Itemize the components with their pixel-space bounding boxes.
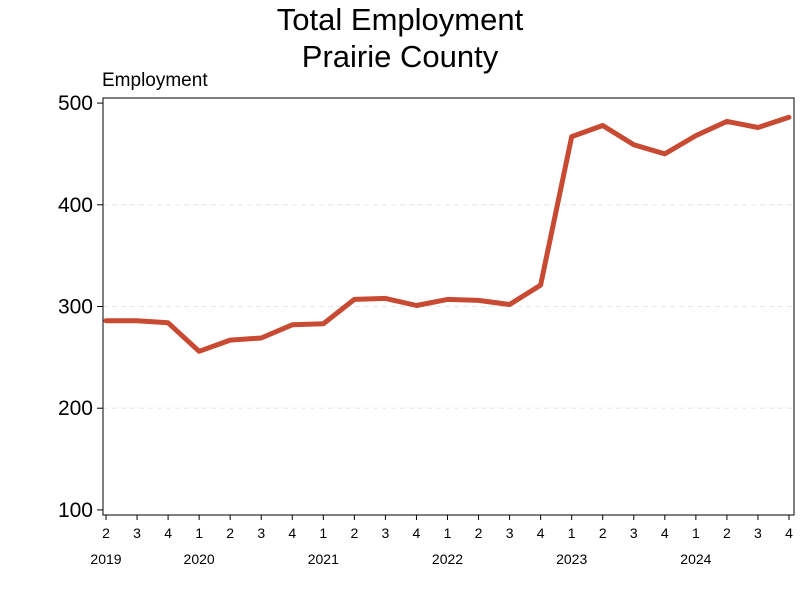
year-label-2021: 2021 [308, 551, 339, 567]
x-tick-label: 4 [785, 525, 793, 541]
x-tick-label: 3 [257, 525, 265, 541]
x-tick-label: 4 [164, 525, 172, 541]
x-tick-label: 4 [661, 525, 669, 541]
x-axis-ticks: 2 3 4 1 2 3 4 1 2 3 4 1 2 3 4 1 2 3 4 1 2 3 4 [102, 515, 793, 541]
x-tick-label: 4 [288, 525, 296, 541]
year-label-2020: 2020 [184, 551, 215, 567]
y-axis-ticks: 100 200 300 400 500 [58, 92, 103, 522]
year-label-2024: 2024 [680, 551, 711, 567]
x-tick-label: 4 [537, 525, 545, 541]
x-tick-label: 3 [506, 525, 514, 541]
x-tick-label: 1 [568, 525, 576, 541]
employment-series [103, 114, 792, 354]
x-tick-label: 3 [133, 525, 141, 541]
year-label-2022: 2022 [432, 551, 463, 567]
x-tick-label: 2 [226, 525, 234, 541]
x-tick-label: 2 [599, 525, 607, 541]
x-tick-label: 4 [413, 525, 421, 541]
employment-line [103, 114, 792, 354]
y-axis-label: Employment [102, 70, 208, 91]
y-tick-label-200: 200 [58, 397, 93, 420]
chart-title-line-2: Prairie County [302, 39, 499, 74]
year-labels: 2019 2020 2021 2022 2023 2024 [90, 551, 711, 567]
x-tick-label: 1 [195, 525, 203, 541]
x-tick-label: 3 [382, 525, 390, 541]
chart-title-line-1: Total Employment [277, 2, 524, 37]
y-tick-label-500: 500 [58, 92, 93, 115]
x-tick-label: 2 [350, 525, 358, 541]
x-tick-label: 1 [692, 525, 700, 541]
y-tick-label-400: 400 [58, 194, 93, 217]
x-tick-label: 2 [475, 525, 483, 541]
x-tick-label: 3 [630, 525, 638, 541]
y-tick-label-300: 300 [58, 296, 93, 319]
x-tick-label: 1 [444, 525, 452, 541]
grid-lines [103, 204, 794, 409]
year-label-2023: 2023 [556, 551, 587, 567]
x-tick-label: 2 [102, 525, 110, 541]
x-tick-label: 2 [723, 525, 731, 541]
y-tick-label-100: 100 [58, 499, 93, 522]
year-label-2019: 2019 [90, 551, 121, 567]
x-tick-label: 1 [319, 525, 327, 541]
x-tick-label: 3 [754, 525, 762, 541]
